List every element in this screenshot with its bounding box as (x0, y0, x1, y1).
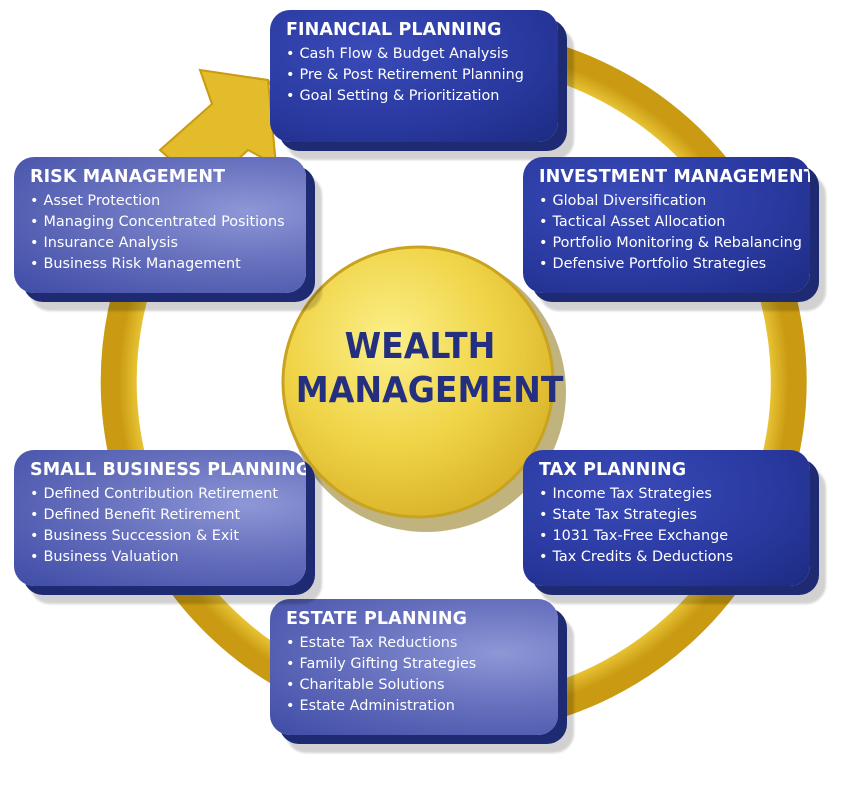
center-title-line1: WEALTH (344, 326, 496, 367)
list-item: Income Tax Strategies (539, 484, 798, 505)
list-item: Family Gifting Strategies (286, 654, 546, 675)
list-item: Charitable Solutions (286, 675, 546, 696)
box-title: FINANCIAL PLANNING (286, 20, 502, 40)
list-item: Estate Tax Reductions (286, 633, 546, 654)
box-risk-management: RISK MANAGEMENT Asset Protection Managin… (14, 157, 306, 293)
list-item: Business Risk Management (30, 254, 294, 275)
box-financial-planning: FINANCIAL PLANNING Cash Flow & Budget An… (270, 10, 558, 142)
box-items: Estate Tax Reductions Family Gifting Str… (286, 633, 546, 717)
center-title-line2: MANAGEMENT (295, 370, 564, 411)
box-title: SMALL BUSINESS PLANNING (30, 460, 306, 480)
list-item: Defined Contribution Retirement (30, 484, 294, 505)
list-item: Managing Concentrated Positions (30, 212, 294, 233)
list-item: Tactical Asset Allocation (539, 212, 798, 233)
box-title: TAX PLANNING (539, 460, 687, 480)
list-item: Estate Administration (286, 696, 546, 717)
list-item: Asset Protection (30, 191, 294, 212)
box-estate-planning: ESTATE PLANNING Estate Tax Reductions Fa… (270, 599, 558, 735)
list-item: Defensive Portfolio Strategies (539, 254, 798, 275)
box-items: Income Tax Strategies State Tax Strategi… (539, 484, 798, 568)
center-title: WEALTH MANAGEMENT (295, 325, 564, 413)
list-item: Business Valuation (30, 547, 294, 568)
list-item: Defined Benefit Retirement (30, 505, 294, 526)
list-item: 1031 Tax-Free Exchange (539, 526, 798, 547)
list-item: Goal Setting & Prioritization (286, 86, 546, 107)
list-item: Global Diversification (539, 191, 798, 212)
box-title: INVESTMENT MANAGEMENT (539, 167, 810, 187)
box-title: ESTATE PLANNING (286, 609, 468, 629)
list-item: State Tax Strategies (539, 505, 798, 526)
box-investment-management: INVESTMENT MANAGEMENT Global Diversifica… (523, 157, 810, 293)
box-items: Asset Protection Managing Concentrated P… (30, 191, 294, 275)
list-item: Portfolio Monitoring & Rebalancing (539, 233, 802, 254)
list-item: Insurance Analysis (30, 233, 294, 254)
box-items: Global Diversification Tactical Asset Al… (539, 191, 802, 275)
box-tax-planning: TAX PLANNING Income Tax Strategies State… (523, 450, 810, 586)
box-items: Cash Flow & Budget Analysis Pre & Post R… (286, 44, 546, 107)
list-item: Cash Flow & Budget Analysis (286, 44, 546, 65)
box-title: RISK MANAGEMENT (30, 167, 226, 187)
center-circle (281, 245, 555, 519)
box-small-business-planning: SMALL BUSINESS PLANNING Defined Contribu… (14, 450, 306, 586)
list-item: Pre & Post Retirement Planning (286, 65, 546, 86)
box-items: Defined Contribution Retirement Defined … (30, 484, 294, 568)
list-item: Business Succession & Exit (30, 526, 294, 547)
list-item: Tax Credits & Deductions (539, 547, 798, 568)
